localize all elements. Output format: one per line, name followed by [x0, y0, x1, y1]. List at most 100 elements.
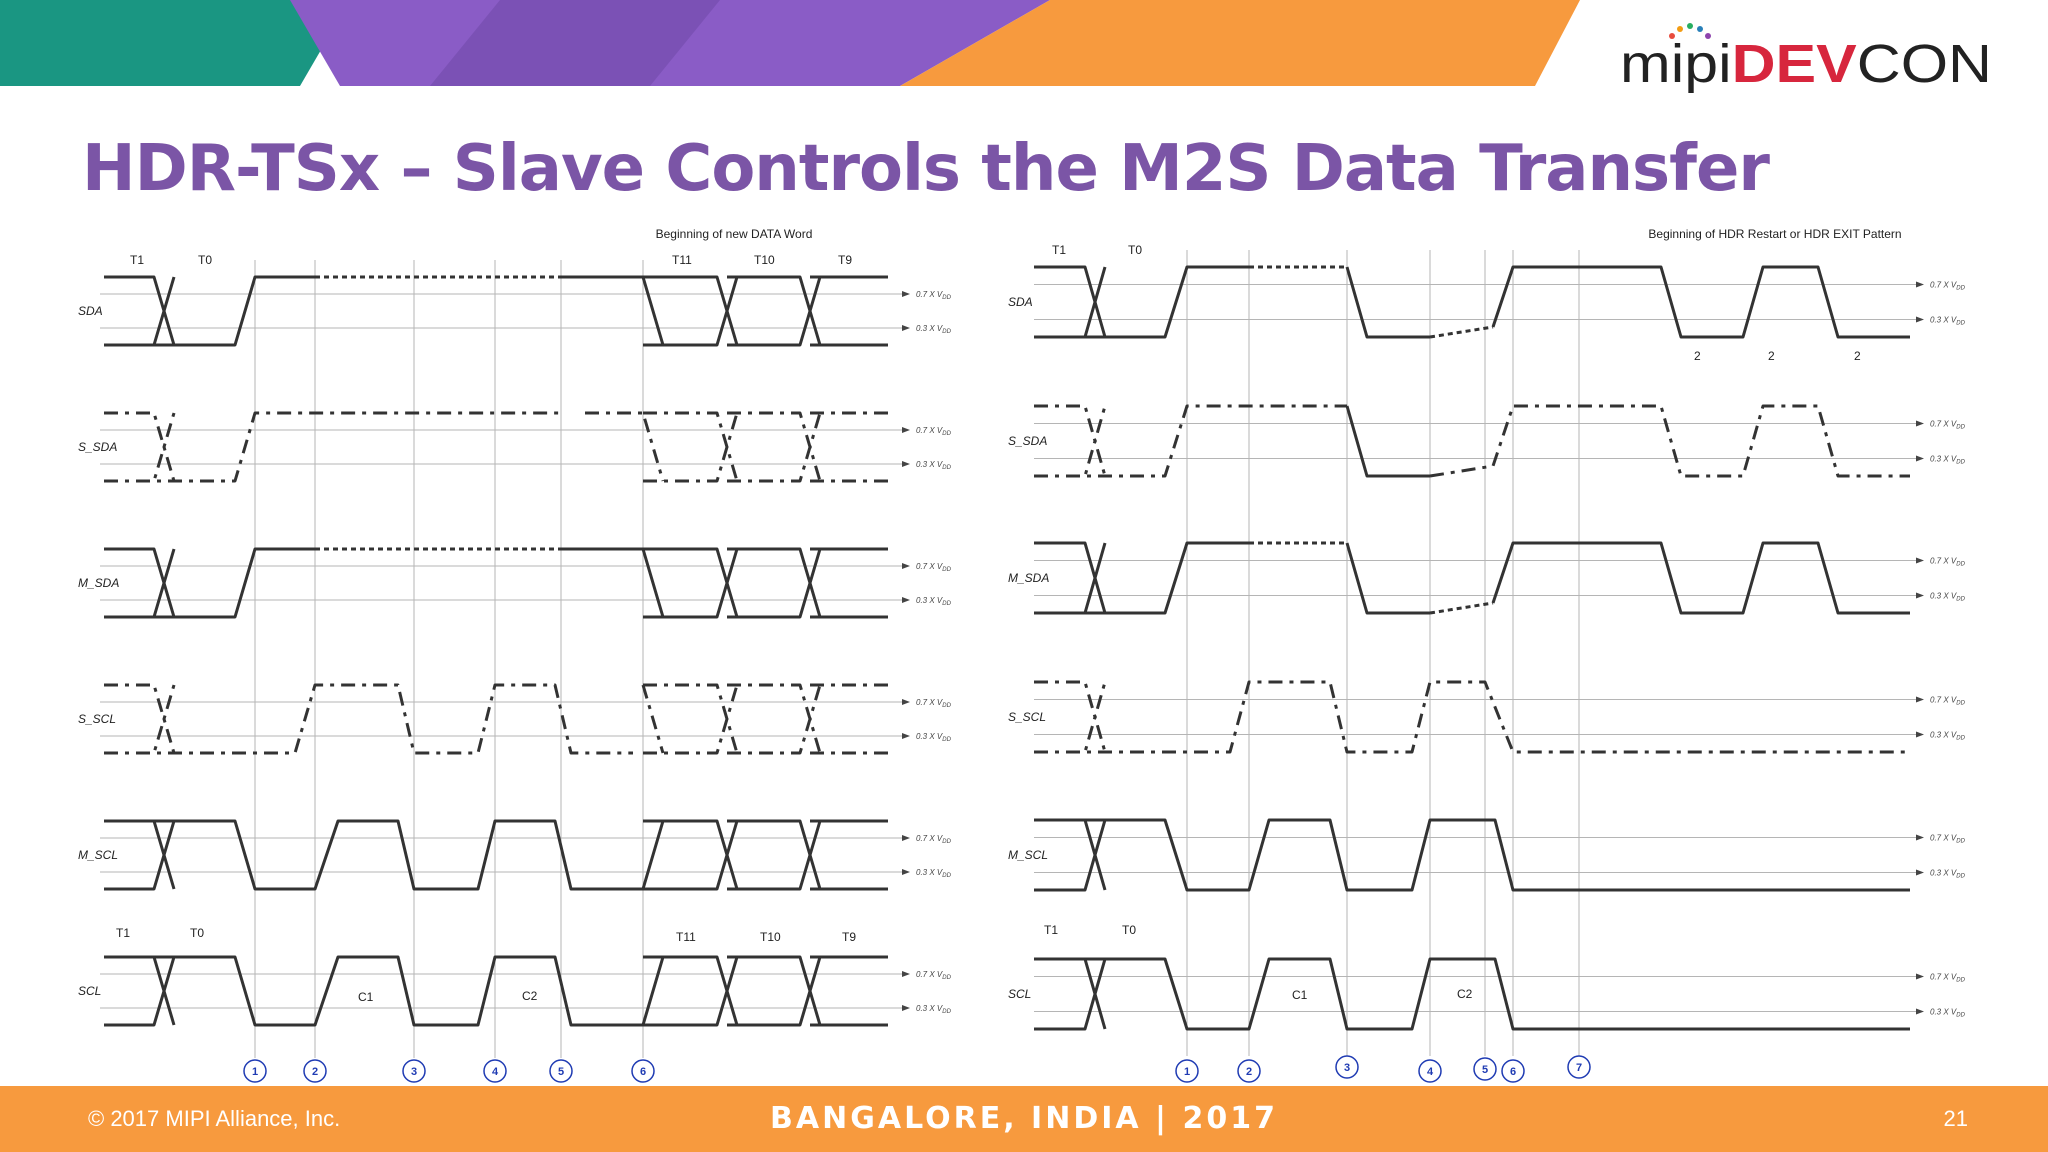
threshold-low-label: 0.3 X VDD — [916, 868, 952, 879]
waveform-s-sda — [1345, 405, 1430, 478]
waveform-m_sda — [560, 547, 665, 618]
left-bottom-label-t0: T0 — [190, 926, 204, 940]
threshold-high-label: 0.7 X VDD — [1930, 557, 1966, 568]
threshold-low-arrow — [902, 597, 910, 603]
bus-transition-t1 — [1034, 541, 1107, 614]
logo-suffix: CON — [1857, 34, 1992, 94]
threshold-low-label-subscript: DD — [1956, 321, 1965, 327]
signal-label-m-scl: M_SCL — [1008, 848, 1048, 862]
right-pattern-label: 2 — [1694, 349, 1701, 363]
threshold-low-label-subscript: DD — [1956, 460, 1965, 466]
threshold-high-arrow — [1916, 557, 1924, 564]
bus-transition — [727, 956, 822, 1027]
bus-transition-t10 — [727, 411, 822, 482]
bus-transition-t1 — [104, 411, 176, 482]
threshold-low-arrow — [1916, 592, 1924, 599]
event-marker-4 — [483, 1059, 507, 1083]
left-annotation: Beginning of new DATA Word — [656, 227, 813, 241]
event-marker-label: 3 — [1344, 1062, 1350, 1074]
threshold-high-arrow — [902, 427, 910, 433]
threshold-low-label-subscript: DD — [942, 601, 951, 607]
bus-transition-t1 — [1034, 265, 1107, 338]
left-bottom-label-t1: T1 — [116, 926, 130, 940]
event-marker-label: 1 — [1184, 1066, 1190, 1078]
event-marker-3 — [402, 1059, 426, 1083]
threshold-low-label: 0.3 X VDD — [1930, 455, 1966, 466]
event-marker-label: 6 — [1510, 1066, 1516, 1078]
threshold-high-arrow — [1916, 973, 1924, 980]
logo-prefix: mipi — [1620, 34, 1732, 94]
left-clock-label-c1: C1 — [358, 990, 374, 1004]
bus-transition-t1 — [104, 547, 176, 618]
threshold-high-arrow — [1916, 281, 1924, 288]
threshold-high-arrow — [1916, 420, 1924, 427]
left-top-label-t9: T9 — [838, 253, 852, 267]
threshold-high-arrow — [1916, 834, 1924, 841]
threshold-low-arrow — [1916, 869, 1924, 876]
threshold-low-label: 0.3 X VDD — [916, 1004, 952, 1015]
event-marker-label: 4 — [1427, 1066, 1434, 1078]
bus-transition — [727, 819, 822, 890]
event-marker-label: 7 — [1576, 1062, 1582, 1074]
waveform-s-sda — [1034, 404, 1347, 478]
banner-purple-shade — [430, 0, 720, 86]
bus-transition-t1 — [104, 276, 176, 347]
event-marker-7 — [1567, 1055, 1591, 1079]
threshold-high-arrow — [902, 563, 910, 569]
right-top-label-t1: T1 — [1052, 243, 1066, 257]
threshold-high-label-subscript: DD — [942, 703, 951, 709]
bus-transition-t1 — [104, 820, 176, 891]
event-marker-4 — [1418, 1059, 1442, 1083]
threshold-low-label: 0.3 X VDD — [916, 732, 952, 743]
bus-transition-t10 — [727, 276, 822, 347]
threshold-low-label: 0.3 X VDD — [1930, 1008, 1966, 1019]
threshold-low-label: 0.3 X VDD — [1930, 731, 1966, 742]
left-top-label-t0: T0 — [198, 253, 212, 267]
threshold-high-label: 0.7 X VDD — [916, 562, 952, 573]
bus-transition — [727, 684, 822, 755]
waveform-float — [1429, 601, 1494, 615]
logo-highlight: DEV — [1732, 34, 1857, 94]
bus-transition-t1 — [104, 683, 176, 754]
left-bottom-label-t11: T11 — [676, 930, 696, 944]
bus-transition-t11 — [643, 411, 739, 482]
left-top-label-t10: T10 — [754, 253, 775, 267]
waveform-sda — [1345, 266, 1430, 339]
threshold-low-arrow — [902, 869, 910, 875]
right-timing-diagram: Beginning of HDR Restart or HDR EXIT Pat… — [1008, 227, 1966, 1083]
threshold-low-label-subscript: DD — [942, 873, 951, 879]
right-pattern-label: 2 — [1854, 349, 1861, 363]
waveform-sda — [560, 275, 665, 346]
threshold-low-arrow — [1916, 455, 1924, 462]
bus-transition — [643, 683, 739, 754]
waveform-sda — [1034, 265, 1249, 339]
threshold-high-label: 0.7 X VDD — [916, 426, 952, 437]
threshold-high-label: 0.7 X VDD — [1930, 420, 1966, 431]
bus-transition-t1 — [1034, 681, 1107, 754]
event-marker-6 — [1501, 1059, 1525, 1083]
threshold-low-arrow — [902, 733, 910, 739]
threshold-high-label-subscript: DD — [1956, 978, 1965, 984]
right-bottom-label-t1: T1 — [1044, 923, 1058, 937]
bus-transition — [727, 820, 822, 891]
threshold-high-label-subscript: DD — [942, 839, 951, 845]
bus-transition-t11 — [643, 412, 739, 483]
threshold-high-label: 0.7 X VDD — [1930, 973, 1966, 984]
right-bottom-label-t0: T0 — [1122, 923, 1136, 937]
waveform-s-scl — [641, 684, 665, 754]
slide-title: HDR-TSx – Slave Controls the M2S Data Tr… — [82, 132, 1770, 206]
threshold-high-label-subscript: DD — [1956, 839, 1965, 845]
banner-teal-band — [0, 0, 350, 86]
signal-label-m-scl: M_SCL — [78, 848, 118, 862]
threshold-high-label-subscript: DD — [942, 567, 951, 573]
signal-label-scl: SCL — [78, 984, 101, 998]
threshold-low-arrow — [902, 461, 910, 467]
threshold-high-arrow — [1916, 696, 1924, 703]
threshold-high-label: 0.7 X VDD — [1930, 834, 1966, 845]
bus-transition-t1 — [1034, 404, 1107, 477]
threshold-low-arrow — [1916, 1008, 1924, 1015]
waveform-scl — [104, 955, 665, 1027]
signal-label-s-sda: S_SDA — [1008, 434, 1047, 448]
waveform-m_sda — [1345, 542, 1430, 615]
